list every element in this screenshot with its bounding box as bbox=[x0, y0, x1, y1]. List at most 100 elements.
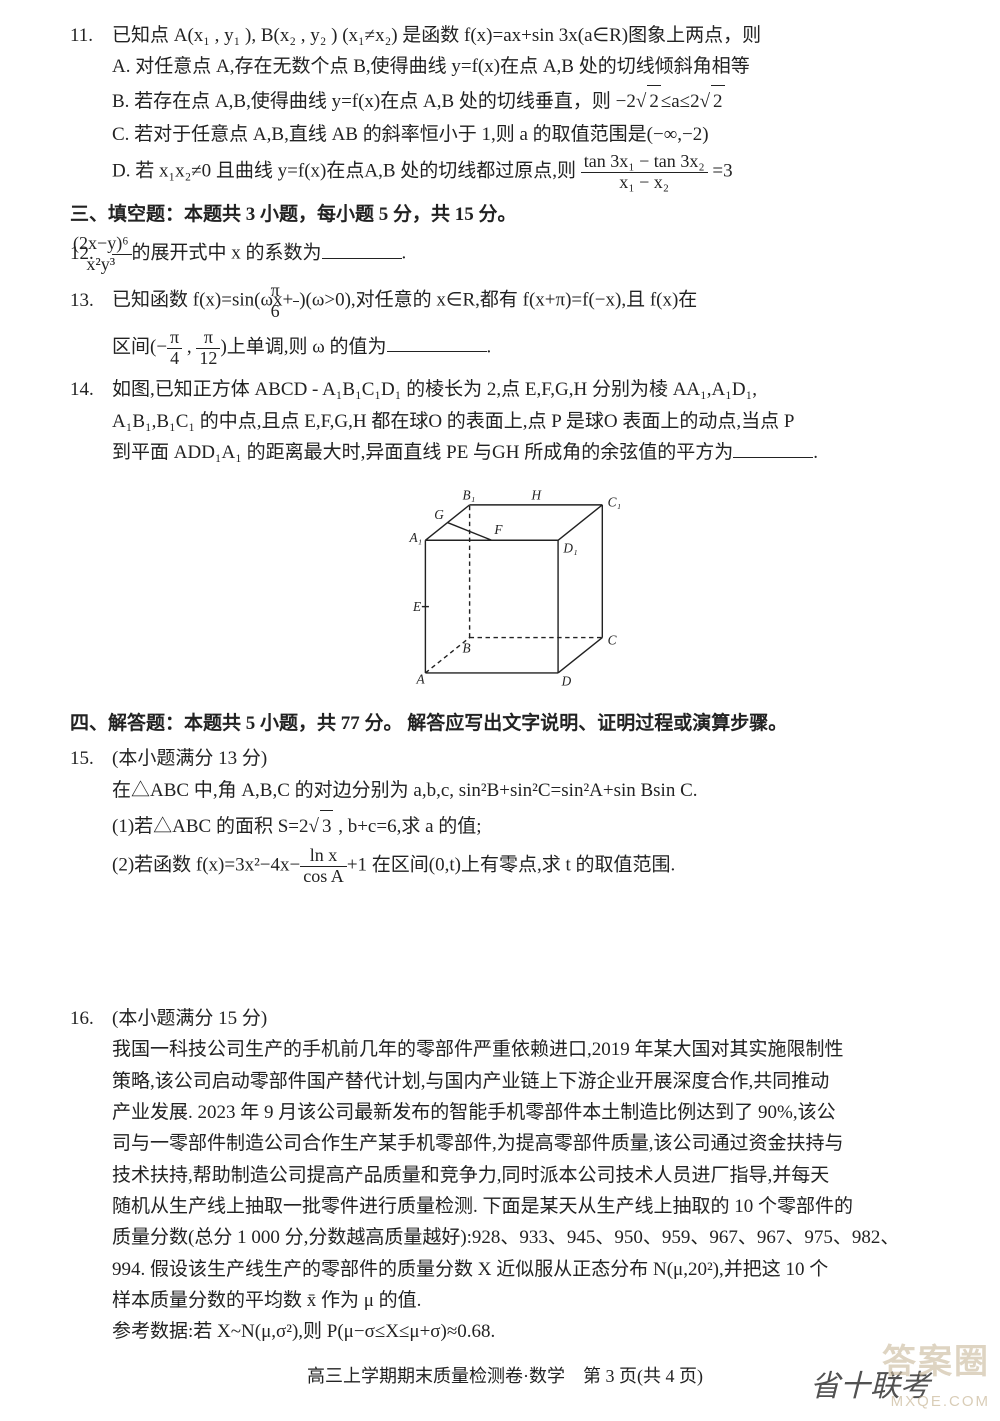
q11-d-post: =3 bbox=[712, 161, 732, 182]
q11-d-pre: D. 若 x₁x₂≠0 且曲线 y=f(x)在点A,B 处的切线都过原点,则 bbox=[112, 161, 576, 182]
label-F: F bbox=[493, 522, 503, 537]
frac-numerator: tan 3x₁ − tan 3x₂ bbox=[581, 152, 708, 172]
q14-l3-pre: 到平面 ADD₁A₁ 的距离最大时,异面直线 PE 与GH 所成角的余弦值的平方… bbox=[112, 442, 733, 463]
q12-fraction: (2x−y)⁶ x²y³ bbox=[112, 234, 132, 275]
answer-blank bbox=[387, 332, 487, 352]
q14-line2: A₁B₁,B₁C₁ 的中点,且点 E,F,G,H 都在球O 的表面上,点 P 是… bbox=[70, 406, 940, 437]
sqrt-icon: 2 bbox=[711, 85, 725, 117]
label-H: H bbox=[531, 487, 543, 502]
q15-part1: (1)若△ABC 的面积 S=2√3 , b+c=6,求 a 的值; bbox=[70, 810, 940, 842]
q15-number: 15. bbox=[70, 743, 112, 774]
q13-mid: ,对任意的 x∈R,都有 f(x+π)=f(−x),且 f(x)在 bbox=[351, 290, 697, 311]
q14-line1: 14.如图,已知正方体 ABCD - A₁B₁C₁D₁ 的棱长为 2,点 E,F… bbox=[70, 374, 940, 405]
frac-numerator: ln x bbox=[300, 846, 347, 866]
q11-option-c: C. 若对于任意点 A,B,直线 AB 的斜率恒小于 1,则 a 的取值范围是(… bbox=[112, 119, 940, 150]
frac-denominator: cos A bbox=[300, 866, 347, 887]
watermark-url: MXQE.COM bbox=[882, 1390, 990, 1415]
cube-figure: A B C D A₁ B₁ C₁ D₁ E F G H bbox=[70, 477, 940, 702]
label-A: A bbox=[416, 671, 426, 686]
q15-p2-post: +1 在区间(0,t)上有零点,求 t 的取值范围. bbox=[347, 855, 675, 876]
q13-number: 13. bbox=[70, 285, 112, 316]
q15-points: (本小题满分 13 分) bbox=[112, 748, 267, 769]
q14-l3-end: . bbox=[813, 442, 818, 463]
q12-end: . bbox=[402, 243, 407, 264]
watermark-text: 答案圈 bbox=[882, 1334, 990, 1390]
q15-part2: (2)若函数 f(x)=3x²−4x−ln xcos A+1 在区间(0,t)上… bbox=[70, 846, 940, 887]
q14-l1: 如图,已知正方体 ABCD - A₁B₁C₁D₁ 的棱长为 2,点 E,F,G,… bbox=[112, 379, 757, 400]
sqrt-icon: 3 bbox=[320, 810, 334, 842]
pi-over-4: π4 bbox=[167, 328, 182, 369]
question-14: 14.如图,已知正方体 ABCD - A₁B₁C₁D₁ 的棱长为 2,点 E,F… bbox=[70, 374, 940, 701]
label-E: E bbox=[412, 599, 421, 614]
q15-header: 15.(本小题满分 13 分) bbox=[70, 743, 940, 774]
q11-number: 11. bbox=[70, 20, 112, 51]
spacer bbox=[70, 893, 940, 1003]
q13-end: . bbox=[487, 336, 492, 357]
q16-l7: 质量分数(总分 1 000 分,分数越高质量越好):928、933、945、95… bbox=[70, 1222, 940, 1253]
answer-blank bbox=[733, 438, 813, 458]
question-16: 16.(本小题满分 15 分) 我国一科技公司生产的手机前几年的零部件严重依赖进… bbox=[70, 1003, 940, 1348]
q16-l10: 参考数据:若 X~N(μ,σ²),则 P(μ−σ≤X≤μ+σ)≈0.68. bbox=[70, 1316, 940, 1347]
sqrt-icon: 2 bbox=[647, 85, 661, 117]
q14-line3: 到平面 ADD₁A₁ 的距离最大时,异面直线 PE 与GH 所成角的余弦值的平方… bbox=[70, 437, 940, 468]
q16-l4: 司与一零部件制造公司合作生产某手机零部件,为提高零部件质量,该公司通过资金扶持与 bbox=[70, 1128, 940, 1159]
frac-numerator: π bbox=[196, 328, 220, 348]
comma: , bbox=[182, 336, 196, 357]
pi-over-12: π12 bbox=[196, 328, 220, 369]
q11-stem: 11.已知点 A(x₁ , y₁ ), B(x₂ , y₂ ) (x₁≠x₂) … bbox=[70, 20, 940, 51]
frac-denominator: 4 bbox=[167, 348, 182, 369]
q15-p1-pre: (1)若△ABC 的面积 S=2 bbox=[112, 816, 309, 837]
q16-number: 16. bbox=[70, 1003, 112, 1034]
watermark: 答案圈 MXQE.COM bbox=[882, 1334, 990, 1415]
q11-option-a: A. 对任意点 A,存在无数个点 B,使得曲线 y=f(x)在点 A,B 处的切… bbox=[112, 51, 940, 82]
q15-p2-pre: (2)若函数 f(x)=3x²−4x− bbox=[112, 855, 300, 876]
question-13: 13.已知函数 f(x)=sin(ωx+π6)(ω>0),对任意的 x∈R,都有… bbox=[70, 281, 940, 368]
section-4-header: 四、解答题：本题共 5 小题，共 77 分。 解答应写出文字说明、证明过程或演算… bbox=[70, 708, 940, 739]
label-B: B bbox=[463, 640, 471, 655]
q16-l2: 策略,该公司启动零部件国产替代计划,与国内产业链上下游企业开展深度合作,共同推动 bbox=[70, 1066, 940, 1097]
q11-option-d: D. 若 x₁x₂≠0 且曲线 y=f(x)在点A,B 处的切线都过原点,则 t… bbox=[112, 152, 940, 193]
q16-l6: 随机从生产线上抽取一批零件进行质量检测. 下面是某天从生产线上抽取的 10 个零… bbox=[70, 1191, 940, 1222]
q16-header: 16.(本小题满分 15 分) bbox=[70, 1003, 940, 1034]
q15-p1-post: , b+c=6,求 a 的值; bbox=[333, 816, 481, 837]
q12-post: 的展开式中 x 的系数为 bbox=[132, 243, 322, 264]
label-C1: C₁ bbox=[608, 494, 620, 509]
q16-l1: 我国一科技公司生产的手机前几年的零部件严重依赖进口,2019 年某大国对其实施限… bbox=[70, 1034, 940, 1065]
frac-denominator: 12 bbox=[196, 348, 220, 369]
q15-fraction: ln xcos A bbox=[300, 846, 347, 887]
q11-b-pre: B. 若存在点 A,B,使得曲线 y=f(x)在点 A,B 处的切线垂直，则 −… bbox=[112, 91, 636, 112]
frac-numerator: (2x−y)⁶ bbox=[112, 234, 132, 254]
q12-body: 12. (2x−y)⁶ x²y³ 的展开式中 x 的系数为. bbox=[70, 234, 940, 275]
q16-points: (本小题满分 15 分) bbox=[112, 1008, 267, 1029]
answer-blank bbox=[322, 239, 402, 259]
q11-d-fraction: tan 3x₁ − tan 3x₂ x₁ − x₂ bbox=[581, 152, 708, 193]
q11-options: A. 对任意点 A,存在无数个点 B,使得曲线 y=f(x)在点 A,B 处的切… bbox=[70, 51, 940, 193]
q15-line1: 在△ABC 中,角 A,B,C 的对边分别为 a,b,c, sin²B+sin²… bbox=[70, 775, 940, 806]
q11-b-mid: ≤a≤2 bbox=[661, 91, 700, 112]
q13-inner-post: )(ω>0) bbox=[299, 290, 351, 311]
q13-line2: 区间(−π4 , π12)上单调,则 ω 的值为. bbox=[70, 328, 940, 369]
frac-numerator: π bbox=[167, 328, 182, 348]
section-3-header: 三、填空题：本题共 3 小题，每小题 5 分，共 15 分。 bbox=[70, 199, 940, 230]
label-G: G bbox=[434, 507, 444, 522]
question-12: 12. (2x−y)⁶ x²y³ 的展开式中 x 的系数为. bbox=[70, 234, 940, 275]
frac-denominator: x₁ − x₂ bbox=[581, 172, 708, 193]
q16-l9: 样本质量分数的平均数 x̄ 作为 μ 的值. bbox=[70, 1285, 940, 1316]
label-C: C bbox=[608, 632, 617, 647]
q13-l2-post: )上单调,则 ω 的值为 bbox=[220, 336, 386, 357]
cube-diagram-icon: A B C D A₁ B₁ C₁ D₁ E F G H bbox=[390, 477, 620, 692]
q16-l5: 技术扶持,帮助制造公司提高产品质量和竞争力,同时派本公司技术人员进厂指导,并每天 bbox=[70, 1160, 940, 1191]
q16-l8: 994. 假设该生产线生产的零部件的质量分数 X 近似服从正态分布 N(μ,20… bbox=[70, 1254, 940, 1285]
exam-page: 11.已知点 A(x₁ , y₁ ), B(x₂ , y₂ ) (x₁≠x₂) … bbox=[0, 0, 1000, 1421]
q11-text: 已知点 A(x₁ , y₁ ), B(x₂ , y₂ ) (x₁≠x₂) 是函数… bbox=[112, 25, 761, 46]
label-B1: B₁ bbox=[463, 487, 476, 502]
q13-pre: 已知函数 f(x)=sin bbox=[112, 290, 254, 311]
question-15: 15.(本小题满分 13 分) 在△ABC 中,角 A,B,C 的对边分别为 a… bbox=[70, 743, 940, 887]
question-11: 11.已知点 A(x₁ , y₁ ), B(x₂ , y₂ ) (x₁≠x₂) … bbox=[70, 20, 940, 193]
q11-option-b: B. 若存在点 A,B,使得曲线 y=f(x)在点 A,B 处的切线垂直，则 −… bbox=[112, 85, 940, 117]
label-D1: D₁ bbox=[562, 540, 577, 555]
label-A1: A₁ bbox=[408, 530, 422, 545]
label-D: D bbox=[561, 673, 572, 688]
q14-number: 14. bbox=[70, 374, 112, 405]
q16-l3: 产业发展. 2023 年 9 月该公司最新发布的智能手机零部件本土制造比例达到了… bbox=[70, 1097, 940, 1128]
